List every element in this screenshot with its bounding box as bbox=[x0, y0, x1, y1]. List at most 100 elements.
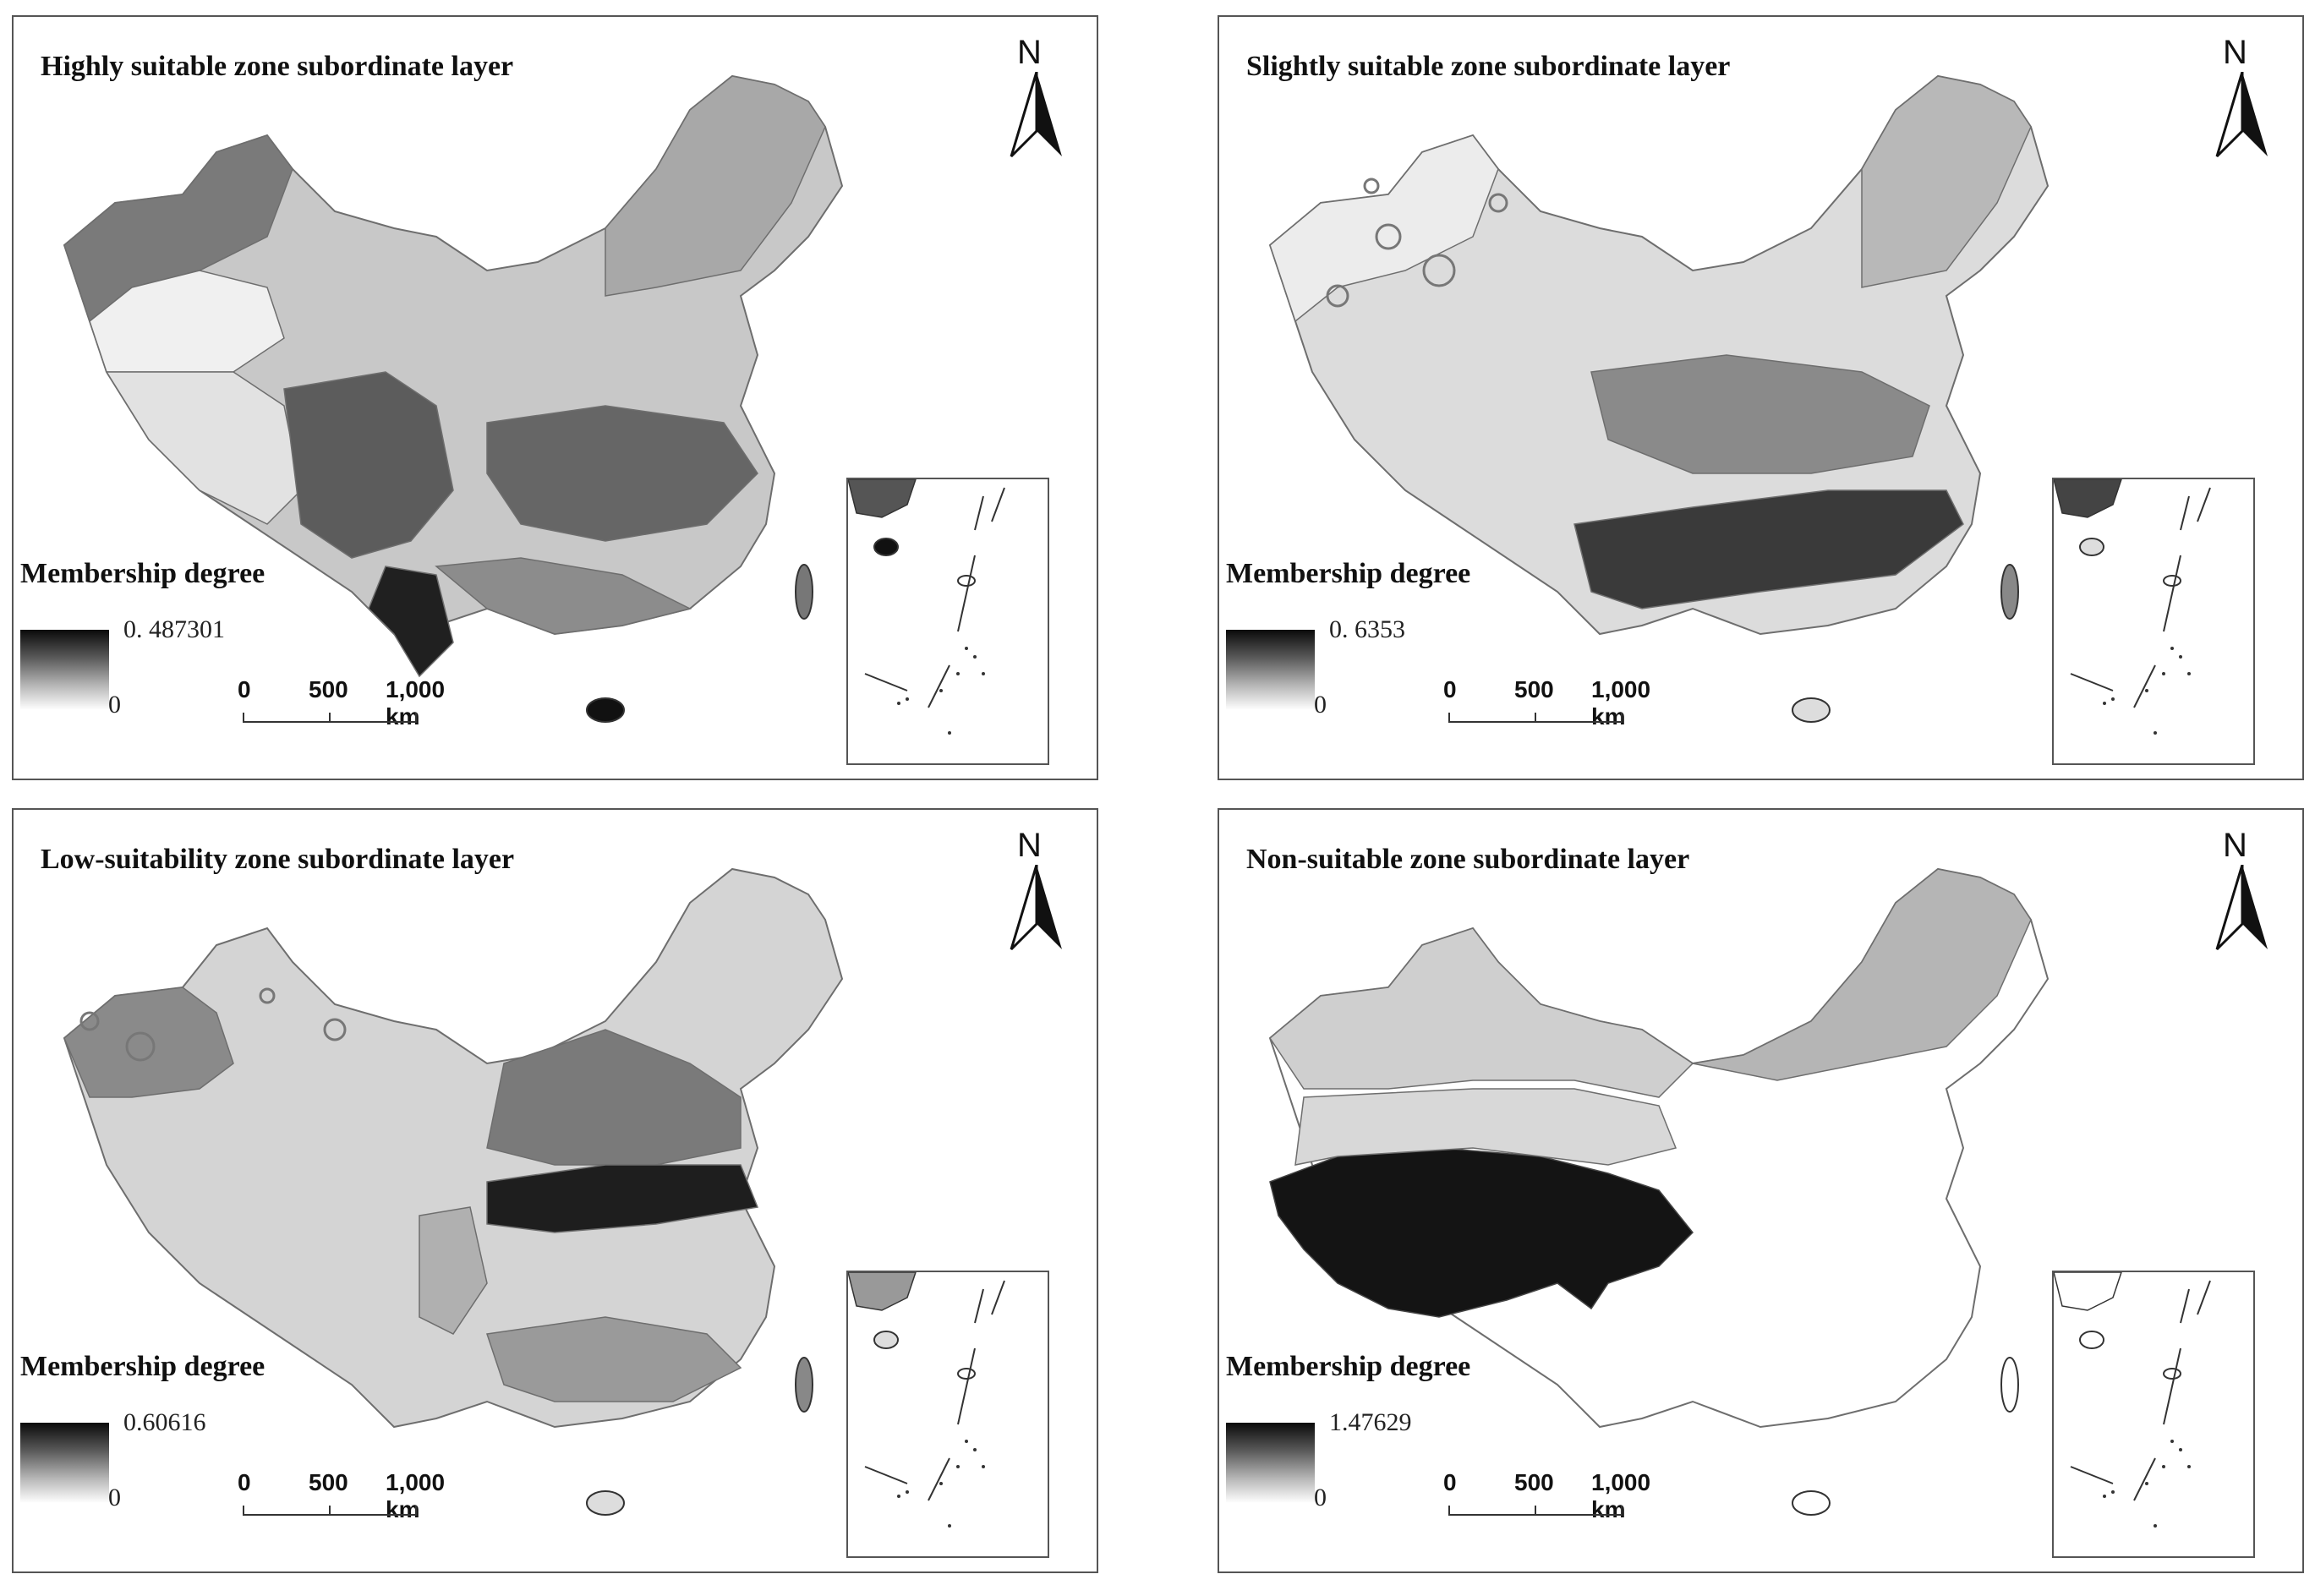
map-panel-highly-suitable: Highly suitable zone subordinate layer M… bbox=[12, 15, 1098, 780]
scale-tick bbox=[415, 713, 417, 723]
map-panel-slightly-suitable: Slightly suitable zone subordinate layer… bbox=[1218, 15, 2304, 780]
region-south-band bbox=[1573, 489, 1964, 609]
scale-tick bbox=[415, 1506, 417, 1516]
hainan-island bbox=[1792, 697, 1831, 723]
north-label: N bbox=[2223, 827, 2247, 864]
panel-title: Non-suitable zone subordinate layer bbox=[1246, 844, 1690, 875]
hainan-island bbox=[586, 697, 625, 723]
north-arrow-icon bbox=[1010, 865, 1062, 951]
map-canvas bbox=[63, 74, 844, 723]
legend-title: Membership degree bbox=[1226, 558, 1471, 589]
hainan-island bbox=[586, 1490, 625, 1516]
scale-label-500: 500 bbox=[309, 676, 348, 702]
north-arrow-icon bbox=[2215, 865, 2268, 951]
legend-min-value: 0 bbox=[1314, 1484, 1327, 1511]
scale-tick bbox=[243, 713, 244, 723]
inset-map bbox=[2054, 479, 2211, 735]
scale-label-0: 0 bbox=[238, 676, 251, 702]
north-label: N bbox=[1017, 34, 1042, 71]
scale-label-0: 0 bbox=[1443, 676, 1457, 702]
region-south bbox=[486, 1316, 742, 1402]
legend-max-value: 1.47629 bbox=[1329, 1408, 1412, 1436]
region-northeast bbox=[605, 75, 826, 297]
scale-label-500: 500 bbox=[1514, 1469, 1554, 1495]
region-northeast bbox=[1861, 75, 2032, 288]
scale-label-1000: 1,000 km bbox=[1591, 676, 1651, 730]
scale-bar: 0 500 1,000 km bbox=[1443, 676, 1650, 730]
map-canvas bbox=[1268, 74, 2050, 723]
china-outline bbox=[63, 867, 844, 1429]
scale-bar: 0 500 1,000 km bbox=[1443, 1469, 1650, 1522]
south-china-sea-inset bbox=[2052, 1271, 2255, 1558]
scale-tick bbox=[243, 1506, 244, 1516]
legend-max-value: 0. 6353 bbox=[1329, 615, 1405, 643]
region-tibet-plateau bbox=[1269, 1147, 1694, 1318]
north-arrow-icon bbox=[1010, 72, 1062, 158]
legend-max-value: 0.60616 bbox=[123, 1408, 206, 1436]
map-panel-non-suitable: Non-suitable zone subordinate layer Memb… bbox=[1218, 808, 2304, 1573]
inset-map bbox=[848, 479, 1005, 735]
panel-title: Highly suitable zone subordinate layer bbox=[41, 51, 514, 82]
legend-title: Membership degree bbox=[20, 1351, 265, 1382]
taiwan-island bbox=[795, 1357, 813, 1413]
panel-title: Low-suitability zone subordinate layer bbox=[41, 844, 515, 875]
scale-tick bbox=[1448, 1506, 1450, 1516]
map-canvas bbox=[1268, 867, 2050, 1516]
south-china-sea-inset bbox=[846, 1271, 1049, 1558]
region-south bbox=[435, 557, 692, 635]
legend-max-value: 0. 487301 bbox=[123, 615, 225, 643]
scale-label-0: 0 bbox=[238, 1469, 251, 1495]
north-label: N bbox=[1017, 827, 1042, 864]
scale-tick bbox=[329, 713, 331, 723]
taiwan-island bbox=[795, 564, 813, 620]
scale-label-500: 500 bbox=[309, 1469, 348, 1495]
region-north-china bbox=[486, 1029, 742, 1166]
map-canvas bbox=[63, 867, 844, 1516]
scale-label-500: 500 bbox=[1514, 676, 1554, 702]
taiwan-island bbox=[2000, 1357, 2019, 1413]
scale-tick bbox=[1448, 713, 1450, 723]
panel-title: Slightly suitable zone subordinate layer bbox=[1246, 51, 1731, 82]
map-panel-low-suitability: Low-suitability zone subordinate layer M… bbox=[12, 808, 1098, 1573]
region-central bbox=[486, 405, 758, 542]
region-northwest bbox=[1269, 134, 1499, 323]
north-arrow: N bbox=[2213, 827, 2272, 954]
scale-label-1000: 1,000 km bbox=[386, 1469, 446, 1522]
scale-bar: 0 500 1,000 km bbox=[238, 1469, 445, 1522]
legend-min-value: 0 bbox=[108, 1484, 121, 1511]
region-yangtze-band bbox=[486, 1164, 759, 1233]
north-arrow: N bbox=[1007, 34, 1066, 161]
scale-tick bbox=[329, 1506, 331, 1516]
legend-gradient-bar bbox=[20, 1423, 109, 1503]
region-central bbox=[1590, 354, 1930, 474]
region-sichuan bbox=[283, 371, 454, 559]
scale-tick bbox=[1621, 713, 1623, 723]
region-northwest bbox=[1269, 927, 1694, 1098]
legend-title: Membership degree bbox=[20, 558, 265, 589]
north-arrow: N bbox=[1007, 827, 1066, 954]
north-arrow: N bbox=[2213, 34, 2272, 161]
scale-tick bbox=[1535, 1506, 1536, 1516]
inset-map bbox=[2054, 1272, 2211, 1528]
scale-label-1000: 1,000 km bbox=[386, 676, 446, 730]
region-tarim bbox=[63, 987, 234, 1098]
legend-min-value: 0 bbox=[108, 691, 121, 719]
scale-tick bbox=[1621, 1506, 1623, 1516]
scale-label-0: 0 bbox=[1443, 1469, 1457, 1495]
legend-gradient-bar bbox=[20, 630, 109, 710]
legend-title: Membership degree bbox=[1226, 1351, 1471, 1382]
hainan-island bbox=[1792, 1490, 1831, 1516]
region-northeast bbox=[1692, 868, 2032, 1081]
north-arrow-icon bbox=[2215, 72, 2268, 158]
scale-label-1000: 1,000 km bbox=[1591, 1469, 1651, 1522]
north-label: N bbox=[2223, 34, 2247, 71]
taiwan-island bbox=[2000, 564, 2019, 620]
south-china-sea-inset bbox=[846, 478, 1049, 765]
legend-min-value: 0 bbox=[1314, 691, 1327, 719]
inset-map bbox=[848, 1272, 1005, 1528]
south-china-sea-inset bbox=[2052, 478, 2255, 765]
scale-bar: 0 500 1,000 km bbox=[238, 676, 445, 730]
region-qinghai bbox=[1294, 1088, 1677, 1166]
legend-gradient-bar bbox=[1226, 630, 1315, 710]
region-yunnan bbox=[368, 566, 454, 678]
